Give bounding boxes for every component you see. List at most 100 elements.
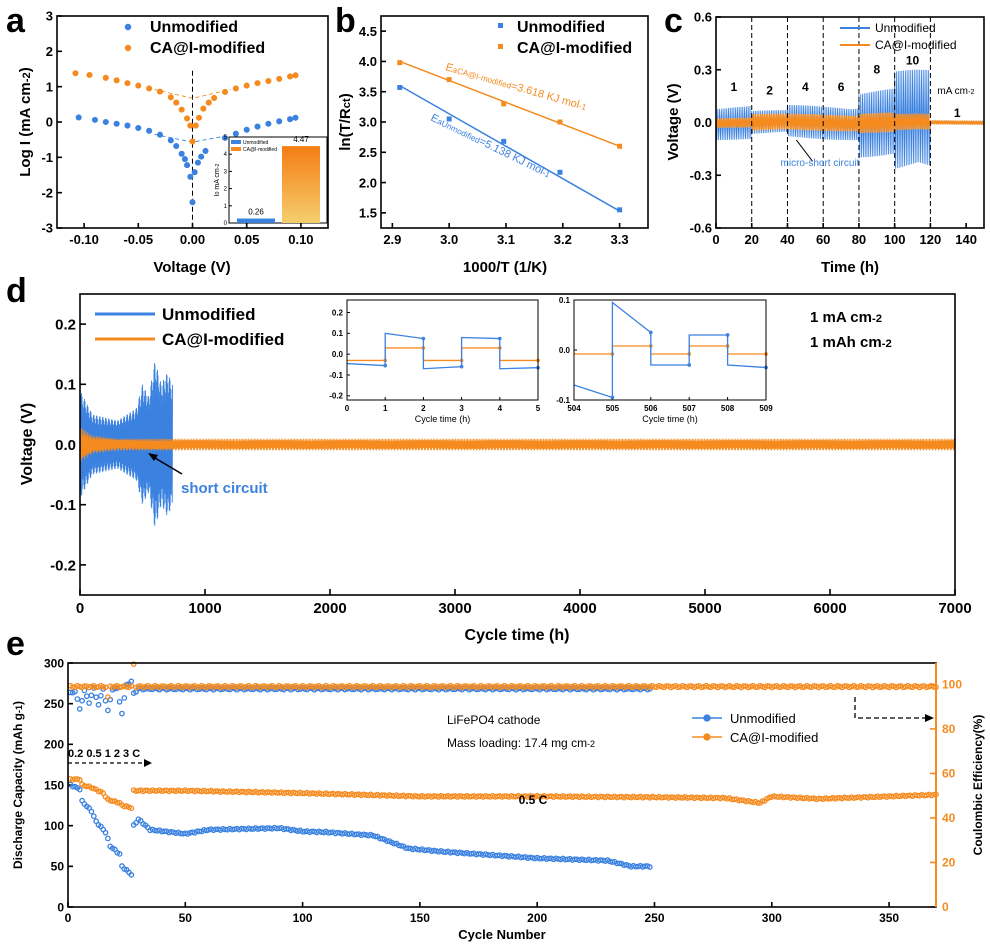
arrhenius-fit-line [399,60,620,147]
x-tick-label: 509 [759,404,773,413]
right-y-tick-label: 100 [942,677,962,691]
data-point [184,162,191,169]
data-point [485,683,491,689]
text-run: 5000 [688,600,721,617]
short-circuit-annotation: short circuit [181,480,268,497]
data-point [113,120,120,127]
data-point [287,73,294,80]
arrow-head [148,453,158,461]
axes-frame [715,16,985,229]
data-point [675,684,681,691]
data-point [189,138,196,145]
data-point [189,199,196,206]
data-point [283,826,290,832]
data-point [187,173,194,180]
text-run: Voltage (V) [153,259,230,276]
activation-energy-unmodified: EaUnmodified=5.138 KJ mol-1 [429,112,553,181]
data-point [725,333,730,337]
text-run: 40 [942,811,956,825]
data-point [811,682,817,689]
current-density-label: 6 [838,80,845,94]
panel-e-plot: 0 50 100 150 200 250 300 3500501001502002503000… [44,656,962,925]
text-run: 250 [644,911,664,925]
data-point [114,799,121,806]
inset-axes: 0 1 2 3 4 5 -0.2 -0.1 0.0 0.1 0.2 [329,299,541,413]
text-run: 0.26 [248,208,264,217]
text-run: 4.0 [359,54,377,69]
text-run: I [214,194,221,196]
tafel-fit-line [154,89,231,99]
legend-label: CA@I-modified [162,330,284,349]
inset-x-label: Cycle time (h) [415,414,471,424]
data-point [200,105,207,112]
panel-b-plot: 2.9 3.0 3.1 3.2 3.3 1.5 2.0 2.5 3.0 3.5 4.0 4.5 EaCA… [359,15,649,247]
data-point [799,684,806,691]
data-point [703,714,711,722]
data-point [276,118,283,125]
legend-swatch [231,147,241,151]
x-tick-label: 0 [65,911,72,925]
data-point [397,60,403,66]
text-run: 2.9 [383,232,401,247]
x-tick-label: 1000 [188,600,221,617]
text-run: -2 [215,163,221,168]
text-run: 80 [942,722,956,736]
inset-y-label: I0 mA cm-2 [214,163,221,196]
data-point [384,683,390,689]
current-density-label: 1 [731,80,738,94]
y-tick-label: -0.1 [329,371,343,380]
y-axis-label: Discharge Capacity (mAh g-1) [11,701,25,869]
data-point [93,684,100,691]
text-run: e [6,625,25,663]
text-run: 0.0 [559,346,571,355]
data-point [876,684,883,691]
data-point [217,684,224,691]
text-run: 20 [942,855,956,869]
data-point [292,72,299,79]
text-run: 1.5 [359,206,377,221]
text-run: c [664,2,683,40]
text-run: 0 [65,911,72,925]
x-tick-label: 200 [527,911,547,925]
text-run: 4 [498,404,503,413]
text-run: 0 [215,191,221,194]
data-point [775,684,782,691]
text-run: 50 [51,860,65,874]
legend-label: Unmodified [243,140,269,146]
text-run: ) [11,701,25,705]
text-run: 3.5 [359,84,377,99]
data-point [520,684,526,691]
data-point [167,137,174,144]
x-tick-label: 4 [498,404,503,413]
data-point [90,813,97,820]
text-run: 5 [536,404,541,413]
y-tick-label: 1 [224,204,228,210]
data-point [124,23,132,31]
legend-label: CA@I-modified [150,40,265,57]
y-axis-label: Log I (mA cm-2) [17,67,34,176]
data-point [76,777,83,783]
data-point [276,75,283,82]
unmodified-inset-line [573,301,767,399]
text-run: 60 [816,232,830,247]
y-tick-label: 150 [44,778,64,792]
data-point [91,116,98,123]
y-tick-label: 3.0 [359,115,377,130]
data-point [146,85,153,92]
text-run: 1 [46,79,53,94]
text-run: 2 [46,44,53,59]
text-run: 4000 [563,600,596,617]
text-run: 0 [57,900,64,914]
data-point [76,706,83,712]
data-point [446,77,452,83]
y-tick-label: 100 [44,819,64,833]
test-condition-label: 1 mA cm-2 [810,309,882,326]
x-tick-label: -0.05 [123,232,153,247]
data-point [287,116,294,123]
y-tick-label: 3 [224,169,228,175]
text-run: -0.1 [50,497,76,514]
x-tick-label: 60 [816,232,830,247]
y-tick-label: 1.5 [359,206,377,221]
text-run: -2 [41,185,53,200]
test-condition-label: 1 mAh cm-2 [810,334,892,351]
